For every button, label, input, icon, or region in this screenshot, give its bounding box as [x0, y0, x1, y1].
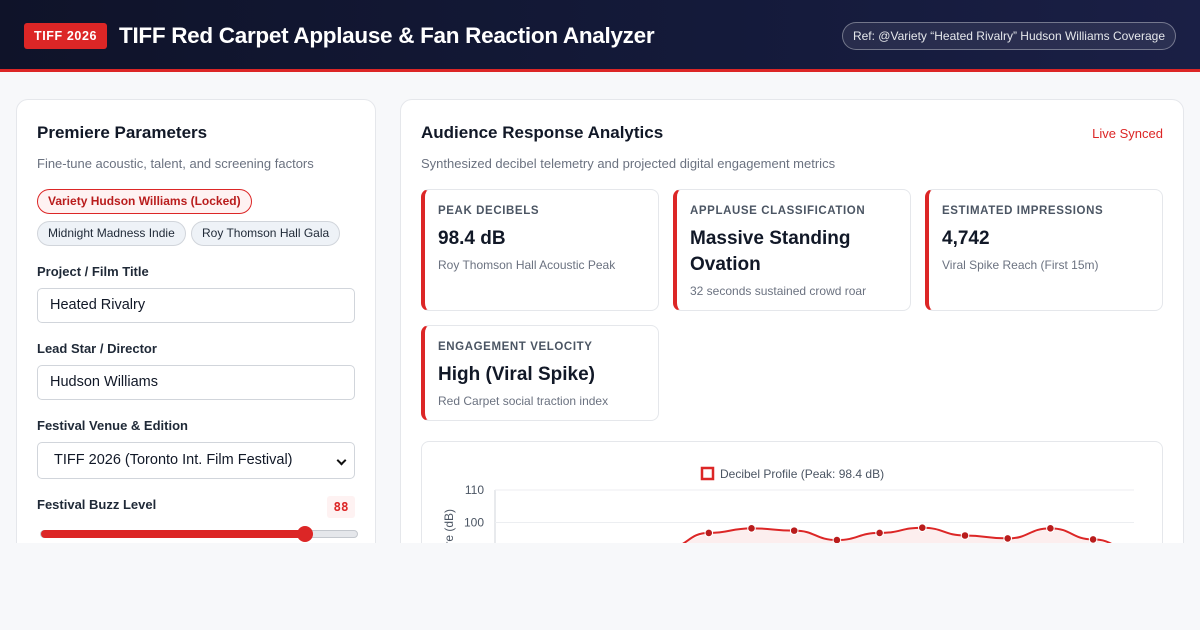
preset-roy-thomson-hall[interactable]: Roy Thomson Hall Gala: [191, 221, 341, 246]
data-point: [918, 523, 927, 532]
analytics-title: Audience Response Analytics: [421, 123, 664, 142]
data-point: [1046, 524, 1055, 533]
panel-title: Premiere Parameters: [37, 123, 208, 142]
legend-swatch: [700, 466, 715, 481]
chevron-down-icon: [336, 455, 347, 466]
metric-note: Viral Spike Reach (First 15m): [942, 258, 1099, 272]
metric-card-engagement-velocity: Engagement Velocity High (Viral Spike) R…: [421, 325, 659, 421]
buzz-level-value: 88: [327, 496, 355, 518]
preset-variety-hudson-williams[interactable]: Variety Hudson Williams (Locked): [37, 189, 252, 214]
venue-selected-value: TIFF 2026 (Toronto Int. Film Festival): [54, 452, 293, 468]
reference-link[interactable]: Ref: @Variety “Heated Rivalry” Hudson Wi…: [841, 22, 1176, 50]
film-title-label: Project / Film Title: [37, 264, 149, 279]
metric-value: Massive Standing Ovation: [690, 228, 851, 275]
metric-note: Roy Thomson Hall Acoustic Peak: [438, 258, 616, 272]
analytics-subtitle: Synthesized decibel telemetry and projec…: [421, 156, 836, 171]
festival-badge: TIFF 2026: [24, 23, 108, 49]
data-point: [875, 528, 884, 538]
data-point: [789, 526, 799, 535]
venue-label: Festival Venue & Edition: [37, 418, 188, 433]
metric-card-applause-classification: Applause Classification Massive Standing…: [673, 189, 911, 311]
slider-thumb[interactable]: [296, 526, 313, 542]
metric-note: 32 seconds sustained crowd roar: [690, 284, 867, 298]
buzz-level-slider[interactable]: [40, 526, 358, 542]
metric-note: Red Carpet social traction index: [438, 394, 609, 408]
metric-value: 98.4 dB: [438, 228, 506, 249]
preset-midnight-madness[interactable]: Midnight Madness Indie: [37, 221, 186, 246]
slider-fill: [41, 530, 305, 538]
app-title: TIFF Red Carpet Applause & Fan Reaction …: [119, 23, 655, 48]
audience-analytics-panel: Audience Response Analytics Live Synced …: [400, 99, 1184, 581]
metric-label: Peak Decibels: [438, 205, 540, 217]
page-background: [0, 543, 1200, 630]
venue-select[interactable]: TIFF 2026 (Toronto Int. Film Festival): [37, 442, 355, 479]
y-tick-label: 100: [464, 516, 484, 530]
app-header: TIFF 2026 TIFF Red Carpet Applause & Fan…: [0, 0, 1200, 72]
metric-label: Estimated Impressions: [942, 205, 1104, 217]
metric-card-peak-decibels: Peak Decibels 98.4 dB Roy Thomson Hall A…: [421, 189, 659, 311]
buzz-level-label: Festival Buzz Level: [37, 497, 157, 512]
y-tick-label: 110: [465, 483, 484, 497]
series-line: [666, 526, 1136, 553]
data-point: [1003, 534, 1013, 543]
panel-subtitle: Fine-tune acoustic, talent, and screenin…: [37, 156, 314, 171]
data-point: [960, 531, 970, 540]
data-point: [704, 528, 714, 538]
lead-star-label: Lead Star / Director: [37, 341, 157, 356]
premiere-parameters-panel: Premiere Parameters Fine-tune acoustic, …: [16, 99, 376, 559]
metric-value: 4,742: [942, 228, 990, 249]
live-synced-status: Live Synced: [1092, 126, 1163, 141]
metric-label: Engagement Velocity: [438, 341, 593, 353]
lead-star-input[interactable]: Hudson Williams: [37, 365, 355, 400]
data-point: [747, 524, 756, 533]
film-title-input[interactable]: Heated Rivalry: [37, 288, 355, 323]
metric-value: High (Viral Spike): [438, 364, 595, 385]
metric-label: Applause Classification: [690, 205, 866, 217]
legend-label: Decibel Profile (Peak: 98.4 dB): [720, 467, 884, 481]
metric-card-estimated-impressions: Estimated Impressions 4,742 Viral Spike …: [925, 189, 1163, 311]
